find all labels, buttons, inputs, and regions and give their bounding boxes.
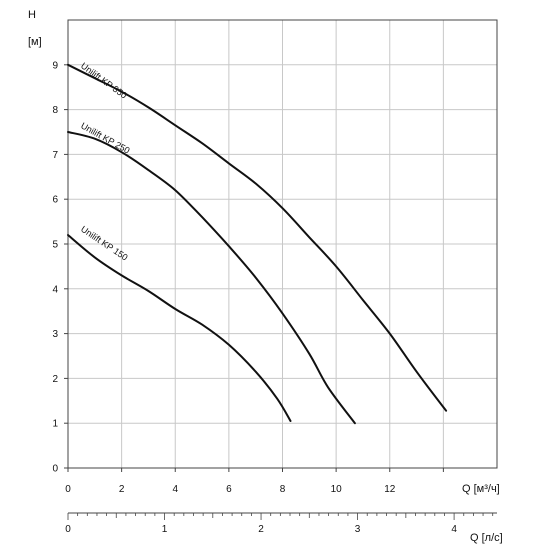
grid [68,20,497,468]
series-line [67,131,356,425]
x2-axis-title: Q [л/с] [470,532,503,544]
secondary-tick-label: 3 [355,524,361,535]
x-tick-label: 8 [280,484,286,495]
x-axis-title: Q [м³/ч] [462,483,500,495]
y-tick-label: 1 [52,419,58,430]
x-tick-label: 6 [226,484,232,495]
secondary-tick-label: 2 [258,524,264,535]
x-tick-label: 2 [119,484,125,495]
y-tick-label: 2 [52,374,58,385]
y-tick-label: 3 [52,329,58,340]
series-line [67,63,448,412]
secondary-x-axis: 0 1 2 3 4 [65,512,497,535]
x-tick-label: 10 [331,484,343,495]
series-label: Unilift KP 250 [79,121,131,156]
x-tick-label: 4 [172,484,178,495]
secondary-tick-label: 1 [162,524,168,535]
x-tick-label: 0 [65,484,71,495]
y-tick-label: 4 [52,284,58,295]
series-line [67,234,292,422]
secondary-tick-label: 4 [451,524,457,535]
y-axis-title: H [28,9,36,21]
secondary-tick-label: 0 [65,524,71,535]
x-tick-label: 12 [384,484,396,495]
y-tick-label: 0 [52,464,58,475]
y-tick-label: 7 [52,150,58,161]
y-axis-unit: [м] [28,36,42,48]
x-axis-ticks: 0 2 4 6 8 10 12 [65,468,444,495]
y-tick-label: 9 [52,60,58,71]
y-axis-ticks: 0 1 2 3 4 5 6 7 8 9 [52,60,68,475]
y-tick-label: 8 [52,105,58,116]
y-tick-label: 6 [52,195,58,206]
y-tick-label: 5 [52,240,58,251]
